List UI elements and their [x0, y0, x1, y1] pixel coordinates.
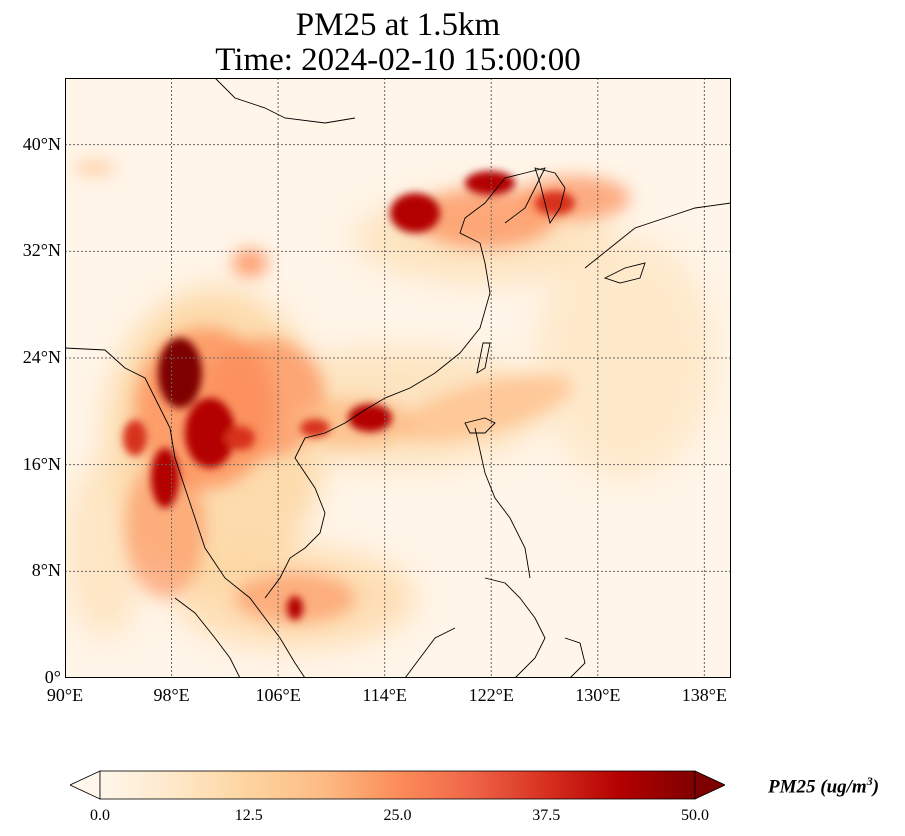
colorbar-tick-label: 0.0 [90, 807, 110, 824]
lat-tick-label: 24°N [22, 347, 61, 367]
coastlines [65, 78, 731, 678]
colorbar-tick-label: 12.5 [234, 807, 263, 824]
pm25-map [65, 78, 731, 678]
colorbar-tick-label: 50.0 [681, 807, 709, 824]
lon-tick-label: 106°E [255, 685, 301, 705]
colorbar-gradient [99, 770, 696, 800]
colorbar-label: PM25 (ug/m3) [768, 774, 879, 798]
map-subtitle-time: Time: 2024-02-10 15:00:00 [215, 42, 581, 78]
colorbar-tick-label: 25.0 [383, 807, 412, 824]
colorbar-label-close: ) [872, 776, 880, 798]
lat-tick-label: 0° [44, 667, 61, 687]
colorbar-label-text: PM25 (ug/m [768, 776, 867, 798]
colorbar-max-extend [694, 770, 725, 800]
lat-tick-label: 8°N [31, 560, 61, 581]
lon-tick-label: 130°E [575, 685, 621, 705]
gridlines [65, 78, 731, 678]
lat-tick-label: 16°N [22, 453, 61, 474]
lon-tick-label: 114°E [362, 685, 407, 705]
map-frame [65, 78, 731, 678]
colorbar-min-extend [70, 770, 101, 800]
colorbar-label-exponent: 3 [866, 774, 873, 788]
lat-tick-label: 40°N [22, 133, 61, 154]
colorbar [70, 770, 725, 800]
lon-tick-label: 138°E [681, 685, 727, 705]
colorbar-tick-label: 37.5 [532, 807, 561, 824]
map-title: PM25 at 1.5km [295, 7, 501, 43]
pm25-hotspots [123, 171, 575, 620]
lat-tick-label: 32°N [22, 240, 61, 261]
lon-tick-label: 90°E [46, 685, 84, 705]
lon-tick-label: 122°E [468, 685, 514, 705]
lon-tick-label: 98°E [153, 685, 190, 705]
